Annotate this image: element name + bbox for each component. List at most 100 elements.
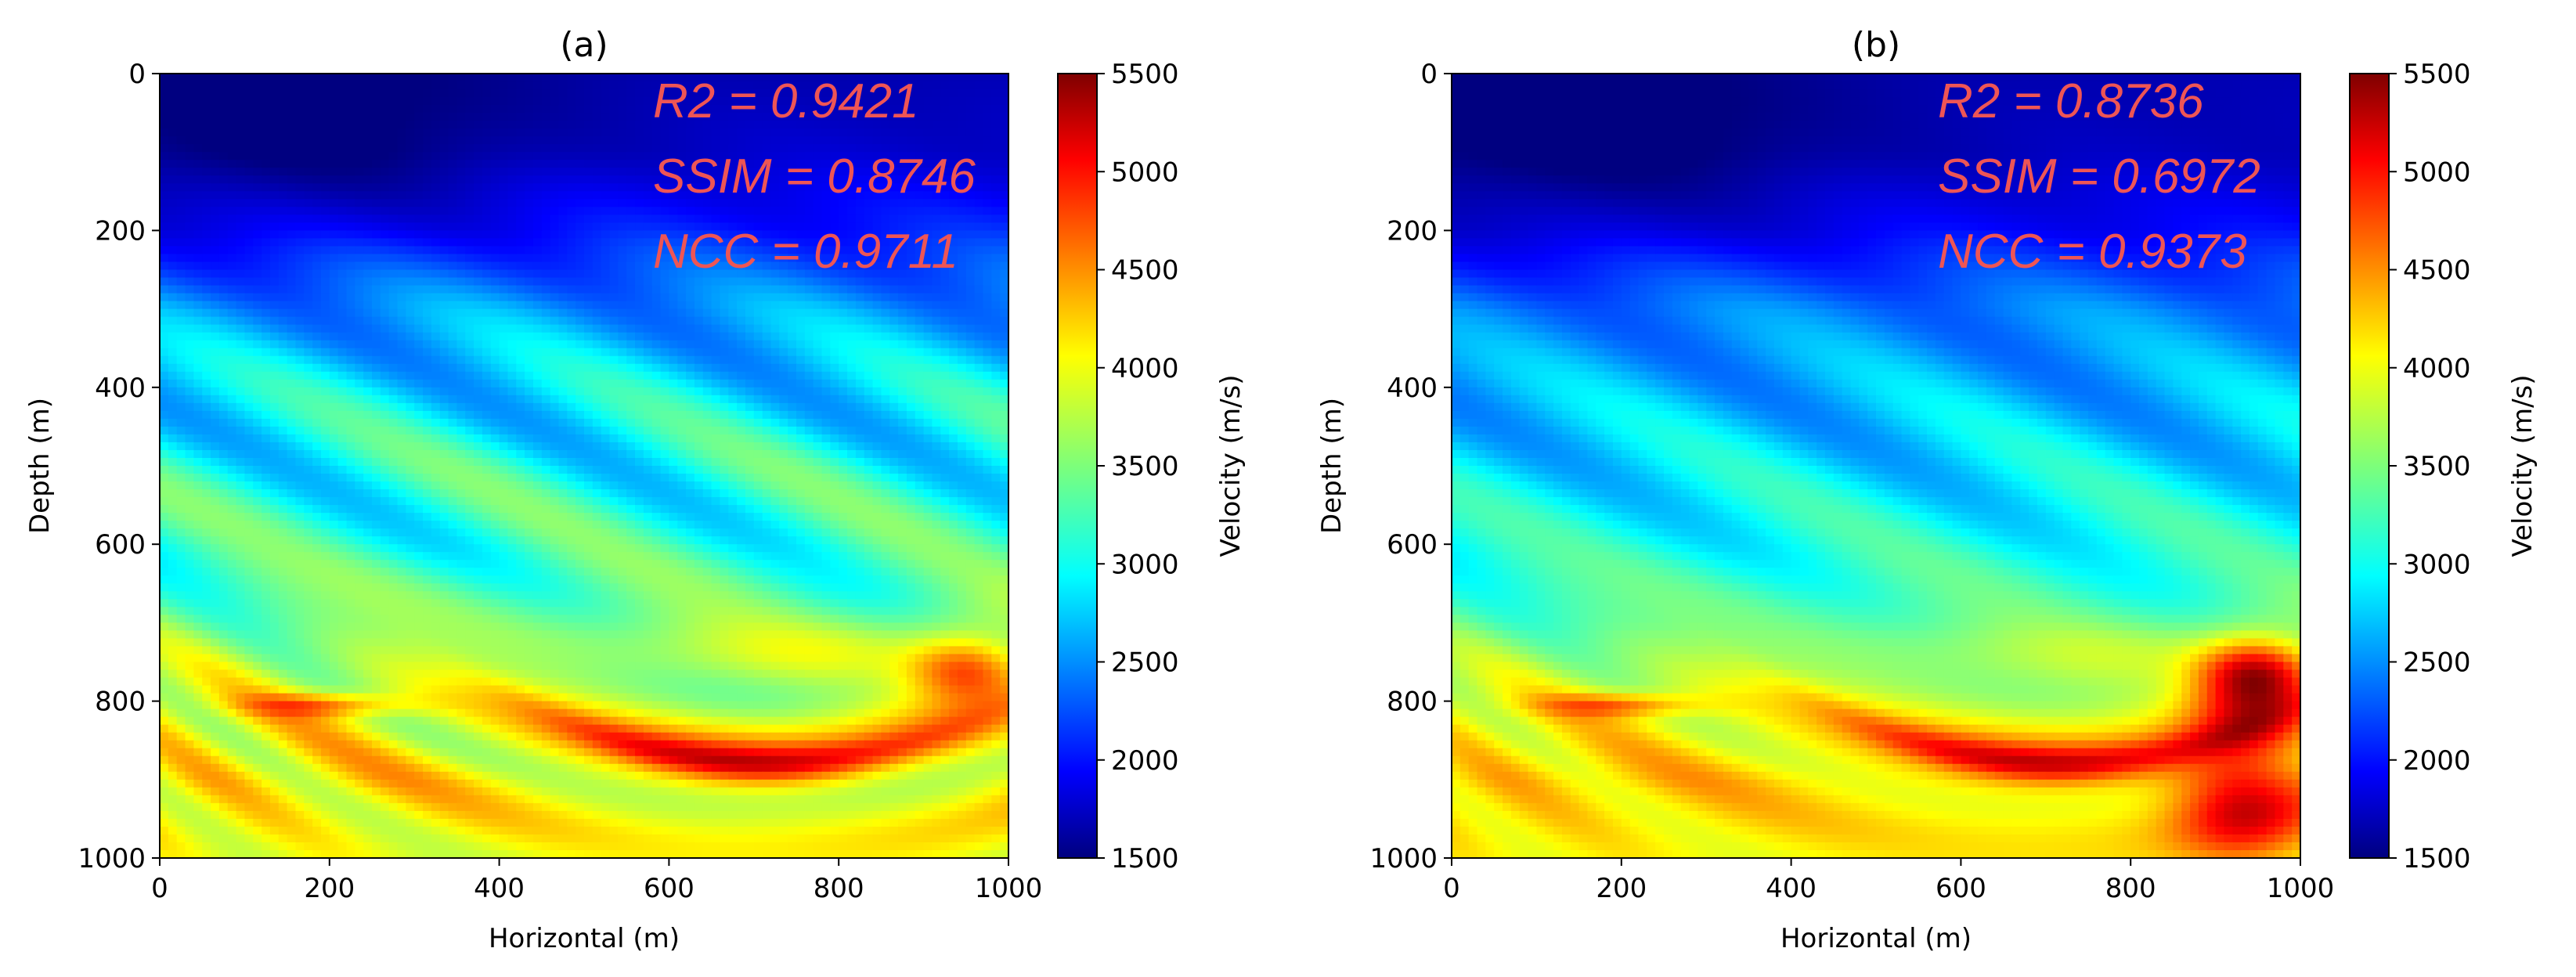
heatmap-cell [380, 395, 390, 404]
heatmap-cell [499, 418, 509, 427]
heatmap-cell [643, 136, 653, 145]
heatmap-cell [211, 426, 220, 435]
heatmap-cell [185, 105, 194, 114]
heatmap-cell [448, 152, 457, 160]
heatmap-cell [813, 230, 823, 240]
heatmap-cell [295, 293, 305, 302]
heatmap-cell [406, 113, 415, 121]
heatmap-cell [456, 426, 466, 435]
heatmap-cell [872, 285, 882, 294]
heatmap-cell [609, 301, 619, 310]
heatmap-cell [686, 136, 695, 145]
heatmap-cell [660, 74, 669, 82]
heatmap-cell [702, 160, 713, 168]
heatmap-cell [720, 261, 729, 271]
heatmap-cell [702, 199, 713, 207]
heatmap-cell [651, 269, 662, 279]
heatmap-cell [388, 457, 399, 467]
heatmap-cell [702, 175, 713, 184]
heatmap-cell [711, 402, 721, 412]
heatmap-cell [337, 199, 348, 207]
heatmap-cell [643, 128, 653, 137]
heatmap-cell [635, 230, 644, 240]
heatmap-cell [949, 152, 958, 160]
heatmap-cell [211, 387, 220, 396]
heatmap-cell [898, 222, 907, 231]
heatmap-cell [660, 332, 669, 341]
heatmap-cell [584, 215, 593, 223]
heatmap-cell [185, 269, 194, 279]
heatmap-cell [550, 395, 560, 404]
heatmap-cell [762, 293, 772, 302]
heatmap-cell [728, 316, 738, 326]
heatmap-cell [575, 308, 585, 318]
heatmap-cell [397, 261, 406, 271]
heatmap-cell [380, 261, 390, 271]
heatmap-cell [567, 410, 576, 420]
heatmap-cell [507, 410, 517, 420]
heatmap-cell [211, 222, 220, 231]
heatmap-cell [244, 222, 254, 231]
heatmap-cell [185, 442, 194, 451]
heatmap-cell [601, 121, 611, 129]
heatmap-cell [397, 121, 406, 129]
heatmap-cell [312, 426, 322, 435]
heatmap-cell [363, 410, 373, 420]
heatmap-cell [898, 410, 907, 420]
heatmap-cell [584, 175, 593, 184]
heatmap-cell [337, 348, 348, 357]
heatmap-cell [431, 207, 441, 215]
heatmap-cell [575, 238, 585, 247]
heatmap-cell [465, 410, 474, 420]
heatmap-cell [439, 277, 449, 287]
heatmap-cell [915, 387, 925, 396]
heatmap-cell [278, 269, 288, 279]
heatmap-cell [932, 97, 941, 106]
heatmap-cell [711, 442, 721, 451]
heatmap-cell [983, 434, 992, 443]
heatmap-cell [575, 261, 585, 271]
heatmap-cell [702, 152, 713, 160]
heatmap-cell [337, 426, 348, 435]
heatmap-cell [720, 355, 729, 365]
heatmap-cell [456, 199, 466, 207]
heatmap-cell [490, 136, 500, 145]
heatmap-cell [839, 175, 848, 184]
heatmap-cell [516, 308, 525, 318]
heatmap-cell [278, 121, 288, 129]
heatmap-cell [482, 269, 492, 279]
heatmap-cell [355, 410, 364, 420]
heatmap-cell [762, 301, 772, 310]
heatmap-cell [983, 261, 992, 271]
heatmap-cell [779, 183, 788, 192]
heatmap-cell [227, 316, 237, 326]
heatmap-cell [694, 277, 704, 287]
heatmap-cell [839, 301, 848, 310]
heatmap-cell [686, 215, 695, 223]
heatmap-cell [532, 261, 543, 271]
heatmap-cell [558, 324, 568, 333]
heatmap-cell [864, 308, 874, 318]
heatmap-cell [380, 269, 390, 279]
heatmap-cell [227, 410, 237, 420]
heatmap-cell [974, 395, 984, 404]
heatmap-cell [414, 442, 424, 451]
heatmap-cell [881, 97, 890, 106]
heatmap-cell [346, 434, 355, 443]
heatmap-cell [312, 293, 322, 302]
heatmap-cell [839, 74, 848, 82]
heatmap-cell [406, 105, 415, 114]
heatmap-cell [796, 442, 806, 451]
heatmap-cell [516, 144, 525, 153]
heatmap-cell [456, 332, 466, 341]
heatmap-cell [643, 191, 653, 200]
heatmap-cell [406, 144, 415, 153]
heatmap-cell [669, 340, 678, 349]
heatmap-cell [423, 449, 432, 459]
heatmap-cell [465, 144, 474, 153]
heatmap-cell [168, 121, 178, 129]
heatmap-cell [847, 301, 857, 310]
heatmap-cell [558, 449, 568, 459]
heatmap-cell [669, 449, 678, 459]
heatmap-cell [677, 97, 687, 106]
